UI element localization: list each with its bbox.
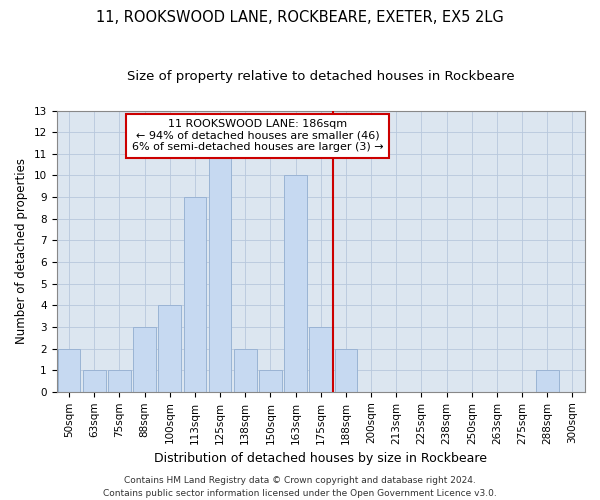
Bar	[58, 348, 80, 392]
Bar	[536, 370, 559, 392]
Bar	[234, 348, 257, 392]
Bar	[133, 327, 156, 392]
Bar	[310, 327, 332, 392]
Text: 11 ROOKSWOOD LANE: 186sqm
← 94% of detached houses are smaller (46)
6% of semi-d: 11 ROOKSWOOD LANE: 186sqm ← 94% of detac…	[132, 119, 383, 152]
Bar	[83, 370, 106, 392]
Bar	[108, 370, 131, 392]
Title: Size of property relative to detached houses in Rockbeare: Size of property relative to detached ho…	[127, 70, 515, 83]
Y-axis label: Number of detached properties: Number of detached properties	[15, 158, 28, 344]
Bar	[184, 197, 206, 392]
Bar	[259, 370, 282, 392]
Bar	[209, 154, 232, 392]
Bar	[158, 306, 181, 392]
X-axis label: Distribution of detached houses by size in Rockbeare: Distribution of detached houses by size …	[154, 452, 487, 465]
Text: Contains HM Land Registry data © Crown copyright and database right 2024.
Contai: Contains HM Land Registry data © Crown c…	[103, 476, 497, 498]
Text: 11, ROOKSWOOD LANE, ROCKBEARE, EXETER, EX5 2LG: 11, ROOKSWOOD LANE, ROCKBEARE, EXETER, E…	[96, 10, 504, 25]
Bar	[284, 176, 307, 392]
Bar	[335, 348, 357, 392]
